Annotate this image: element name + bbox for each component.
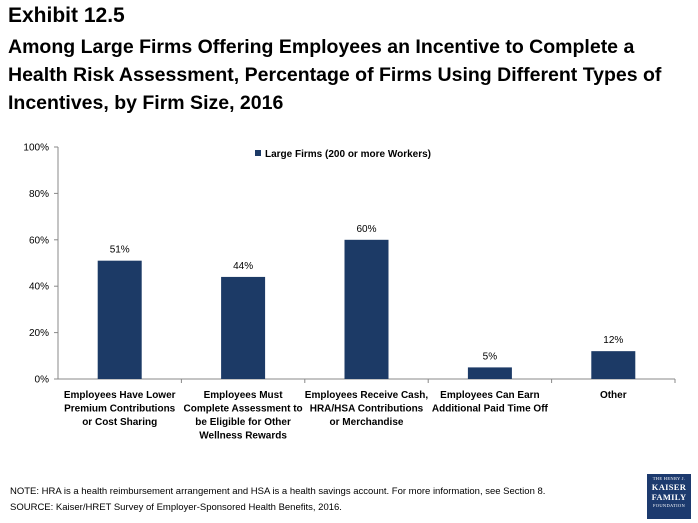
bar <box>221 276 266 379</box>
bar <box>591 351 636 379</box>
category-label: Employees Have Lower Premium Contribution… <box>64 390 176 428</box>
category-label-line: be Eligible for Other <box>195 417 291 428</box>
y-tick-label: 20% <box>29 328 49 339</box>
y-tick-label: 100% <box>23 143 49 154</box>
data-label: 44% <box>233 261 253 272</box>
legend-label: Large Firms (200 or more Workers) <box>265 149 431 160</box>
category-label: Employees Can Earn Additional Paid Time O… <box>432 390 549 415</box>
y-tick-label: 60% <box>29 235 49 246</box>
category-label-line: Premium Contributions <box>64 404 176 415</box>
logo-line-1: THE HENRY J. <box>652 476 686 481</box>
y-tick-label: 0% <box>35 375 50 386</box>
category-label-line: Employees Can Earn <box>440 390 539 401</box>
category-label: Other <box>600 390 627 401</box>
category-label-line: Additional Paid Time Off <box>432 404 549 415</box>
category-label-line: or Merchandise <box>330 417 404 428</box>
bar-chart: 0% 20% 40% 60% 80% 100% 51% 44% 60% 5% 12% Employee… <box>23 143 676 442</box>
exhibit-number: Exhibit 12.5 <box>8 4 125 27</box>
logo-line-4: FOUNDATION <box>653 503 685 508</box>
logo-line-3: FAMILY <box>651 492 687 502</box>
category-label: Employees Receive Cash, HRA/HSA Contribut… <box>305 390 429 428</box>
bar <box>467 367 512 379</box>
data-label: 60% <box>356 224 376 235</box>
category-label-line: Other <box>600 390 627 401</box>
category-label-line: Wellness Rewards <box>199 431 287 442</box>
category-label-line: HRA/HSA Contributions <box>310 404 424 415</box>
data-label: 12% <box>603 335 623 346</box>
logo-line-2: KAISER <box>651 482 687 492</box>
bar <box>97 260 142 379</box>
y-tick-label: 80% <box>29 189 49 200</box>
category-label-line: Employees Have Lower <box>64 390 176 401</box>
category-label: Employees Must Complete Assessment to be E… <box>184 390 303 442</box>
data-label: 51% <box>110 245 130 256</box>
chart-title: Among Large Firms Offering Employees an … <box>8 36 662 114</box>
legend-swatch <box>255 150 261 156</box>
bar <box>344 239 389 379</box>
category-label-line: or Cost Sharing <box>82 417 157 428</box>
source-note: SOURCE: Kaiser/HRET Survey of Employer-S… <box>10 502 342 513</box>
data-label: 5% <box>483 351 498 362</box>
category-label-line: Complete Assessment to <box>184 404 303 415</box>
category-label-line: Employees Must <box>204 390 284 401</box>
kff-logo: THE HENRY J. KAISER FAMILY FOUNDATION <box>647 474 691 519</box>
footnote: NOTE: HRA is a health reimbursement arra… <box>10 486 546 497</box>
category-label-line: Employees Receive Cash, <box>305 390 429 401</box>
y-tick-label: 40% <box>29 282 49 293</box>
